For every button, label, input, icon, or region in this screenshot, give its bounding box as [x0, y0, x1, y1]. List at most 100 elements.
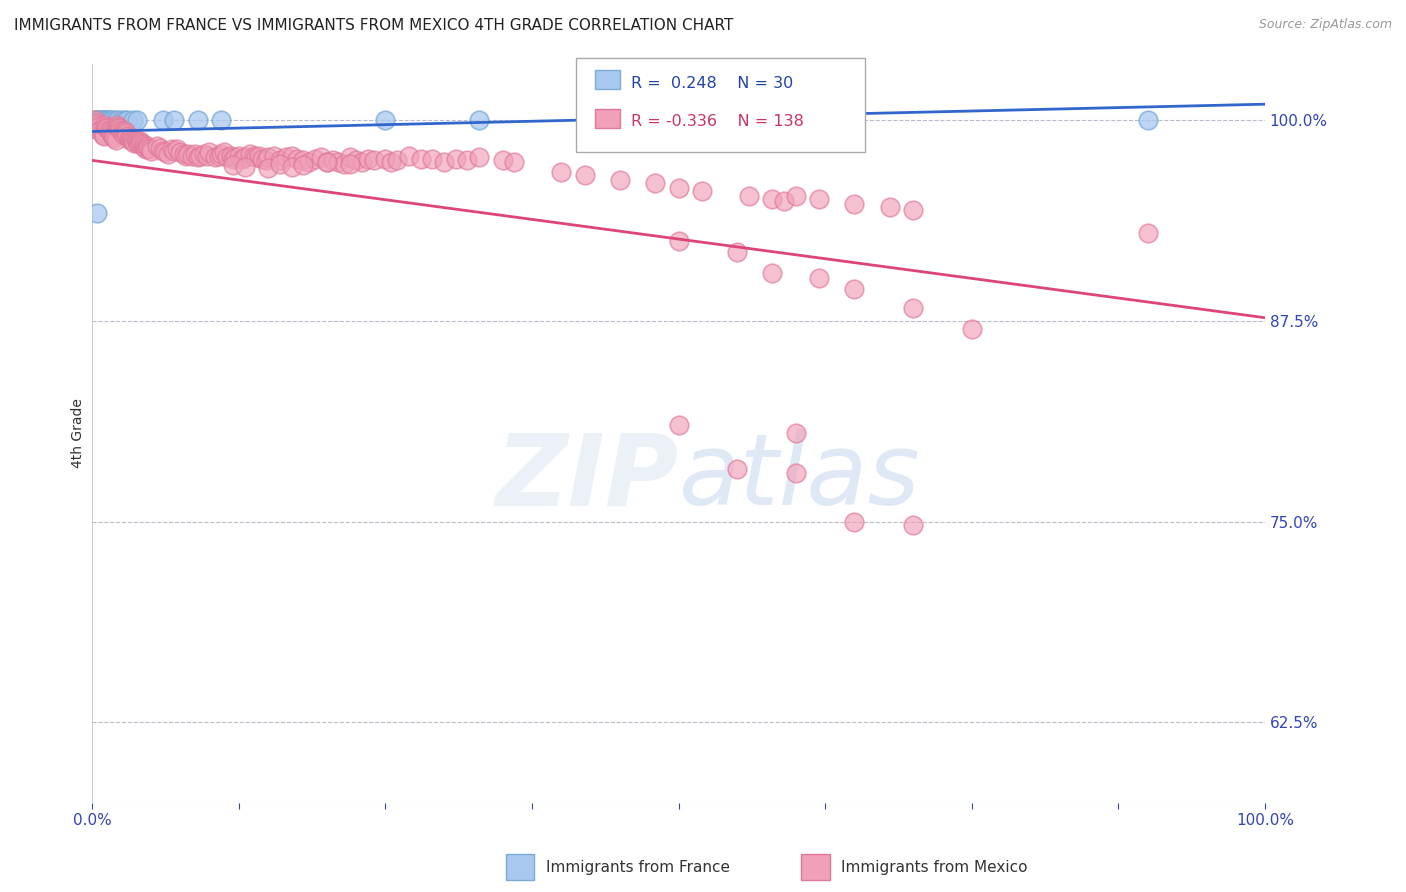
Point: [668, 180, 690, 194]
Point: [398, 148, 420, 162]
Point: [145, 139, 167, 153]
Point: [124, 132, 146, 146]
Point: [115, 126, 138, 140]
Point: [114, 124, 136, 138]
Point: [374, 152, 396, 166]
Point: [1136, 226, 1159, 240]
Point: [149, 140, 172, 154]
Point: [124, 136, 146, 150]
Point: [152, 144, 174, 158]
Point: [153, 145, 176, 160]
Point: [298, 155, 321, 169]
Point: [231, 152, 253, 166]
Point: [117, 113, 139, 128]
Point: [103, 131, 125, 145]
Point: [808, 192, 831, 206]
Point: [420, 152, 443, 166]
Point: [117, 131, 139, 145]
Point: [136, 139, 159, 153]
Point: [215, 150, 238, 164]
Point: [222, 152, 245, 166]
Point: [118, 132, 141, 146]
Point: [257, 161, 280, 176]
Point: [184, 147, 207, 161]
Point: [94, 113, 117, 128]
Point: [89, 123, 111, 137]
Point: [304, 152, 326, 166]
Point: [292, 153, 315, 168]
Text: R = -0.336    N = 138: R = -0.336 N = 138: [631, 114, 804, 129]
Point: [114, 113, 136, 128]
Point: [97, 113, 120, 128]
Point: [93, 113, 115, 128]
Point: [344, 153, 367, 168]
Point: [105, 118, 128, 132]
Point: [117, 129, 139, 144]
Point: [91, 113, 114, 128]
Point: [101, 128, 124, 142]
Point: [169, 145, 191, 160]
Point: [280, 148, 302, 162]
Point: [96, 113, 118, 128]
Text: Source: ZipAtlas.com: Source: ZipAtlas.com: [1258, 18, 1392, 31]
Point: [90, 113, 112, 128]
Text: ZIP: ZIP: [495, 429, 679, 526]
Point: [129, 134, 152, 148]
Point: [644, 176, 666, 190]
Text: atlas: atlas: [679, 429, 920, 526]
Point: [901, 517, 924, 532]
Point: [574, 168, 596, 182]
Point: [160, 142, 183, 156]
Point: [879, 200, 901, 214]
Point: [333, 156, 356, 170]
Point: [174, 148, 197, 162]
Point: [503, 155, 526, 169]
Point: [163, 144, 186, 158]
Point: [844, 196, 866, 211]
Point: [138, 142, 160, 156]
Point: [93, 129, 115, 144]
Point: [409, 152, 432, 166]
Point: [86, 206, 108, 220]
Point: [433, 155, 456, 169]
Point: [247, 148, 270, 162]
Point: [339, 150, 361, 164]
Point: [233, 160, 256, 174]
Point: [444, 152, 467, 166]
Point: [350, 155, 373, 169]
Point: [107, 120, 129, 134]
Point: [269, 156, 291, 170]
Point: [219, 148, 242, 162]
Point: [844, 282, 866, 296]
Point: [135, 142, 157, 156]
Point: [87, 113, 110, 128]
Point: [90, 126, 112, 140]
Point: [177, 147, 200, 161]
Point: [131, 136, 153, 150]
Point: [84, 116, 107, 130]
Point: [89, 124, 111, 138]
Point: [204, 150, 226, 164]
Point: [725, 461, 748, 475]
Point: [163, 113, 186, 128]
Point: [91, 128, 114, 142]
Point: [96, 120, 118, 134]
Point: [315, 155, 337, 169]
Point: [254, 153, 277, 168]
Point: [195, 148, 218, 162]
Point: [89, 113, 111, 128]
Point: [960, 322, 983, 336]
Point: [157, 147, 180, 161]
Point: [844, 515, 866, 529]
Point: [103, 129, 125, 144]
Point: [668, 234, 690, 248]
Point: [120, 131, 142, 145]
Point: [96, 113, 118, 128]
Point: [1136, 113, 1159, 128]
Point: [198, 145, 221, 160]
Point: [173, 147, 195, 161]
Point: [107, 113, 129, 128]
Point: [110, 113, 132, 128]
Point: [127, 136, 149, 150]
Point: [96, 121, 118, 136]
